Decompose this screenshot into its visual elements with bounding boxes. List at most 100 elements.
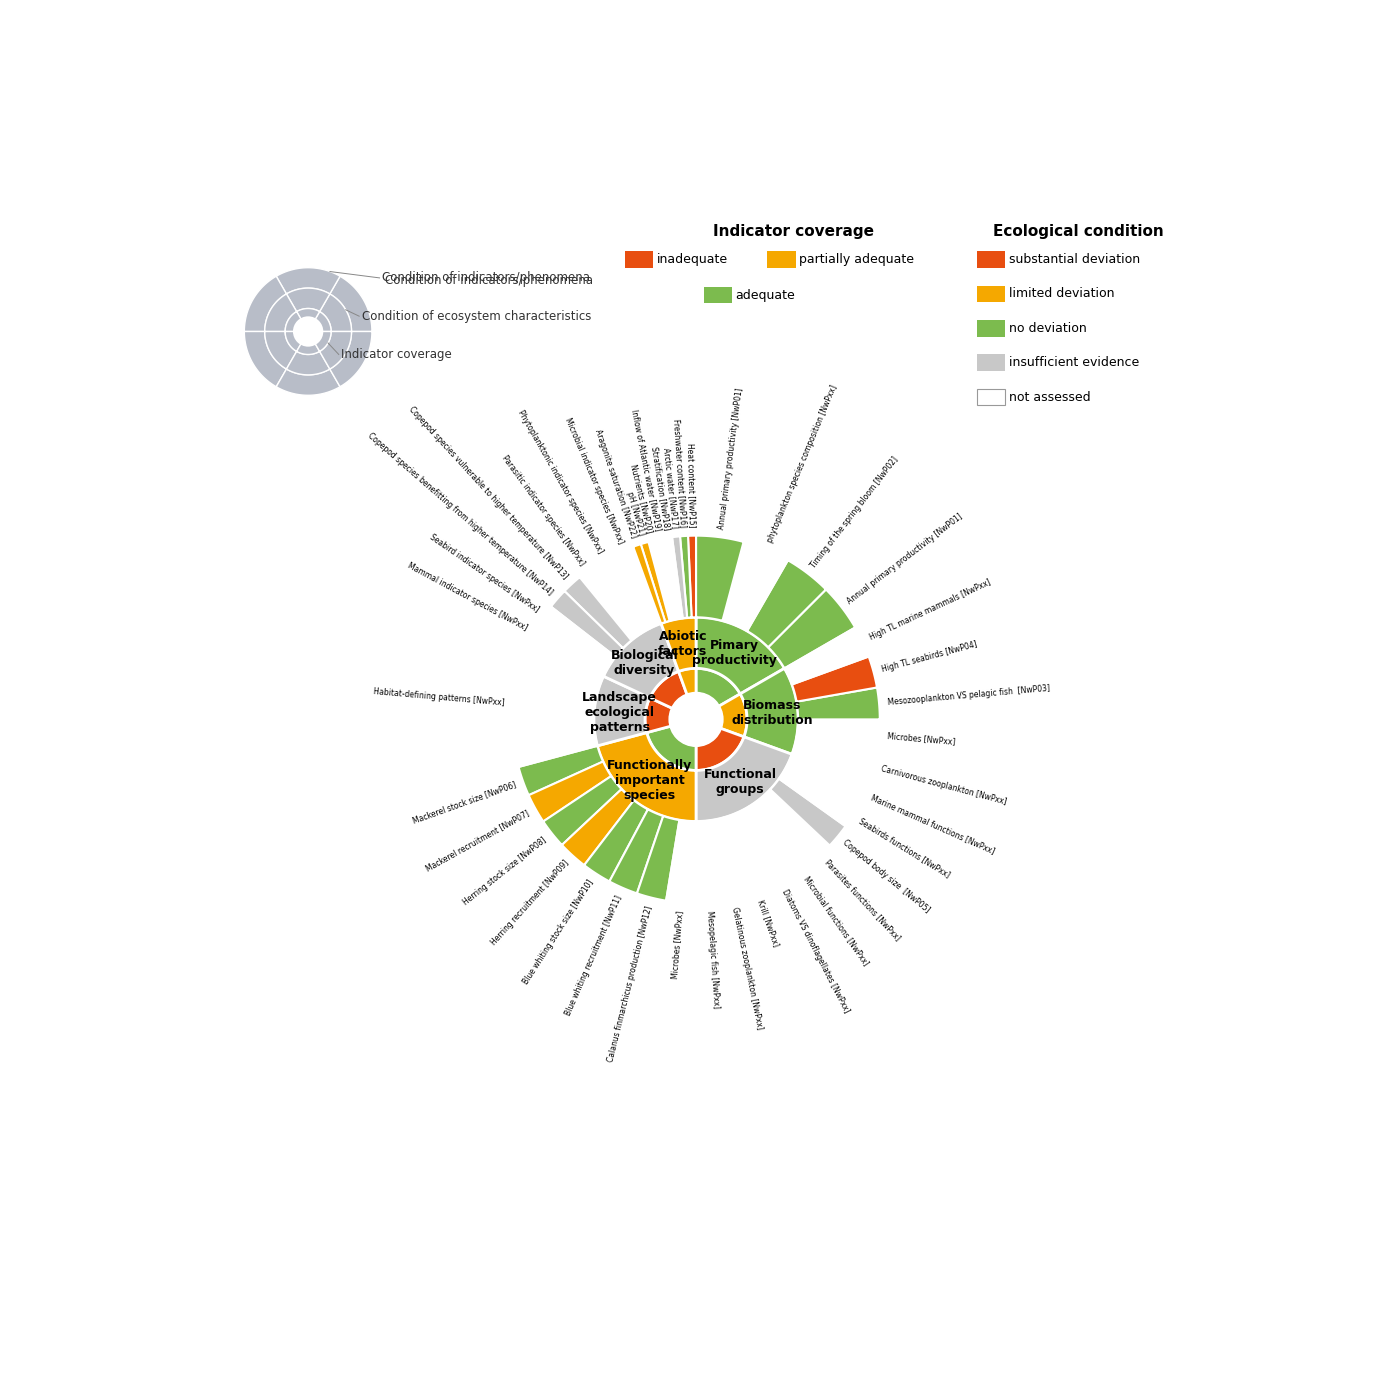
Polygon shape bbox=[768, 589, 855, 668]
Text: Microbes [NwPxx]: Microbes [NwPxx] bbox=[887, 731, 956, 746]
Polygon shape bbox=[649, 540, 674, 621]
Polygon shape bbox=[792, 736, 877, 782]
Polygon shape bbox=[787, 754, 869, 805]
Polygon shape bbox=[792, 657, 877, 702]
Text: Blue whiting recruitment [NwP11]: Blue whiting recruitment [NwP11] bbox=[564, 893, 624, 1017]
Bar bbox=[976, 251, 1005, 268]
Polygon shape bbox=[550, 591, 622, 657]
Text: Freshwater content [NwP16]: Freshwater content [NwP16] bbox=[672, 419, 687, 528]
Polygon shape bbox=[296, 309, 319, 331]
Bar bbox=[976, 354, 1005, 371]
Text: Nutrients [NwP20]: Nutrients [NwP20] bbox=[629, 463, 654, 534]
Text: Mackerel recruitment [NwP07]: Mackerel recruitment [NwP07] bbox=[425, 809, 531, 874]
Text: Blue whiting stock size [NwP10]: Blue whiting stock size [NwP10] bbox=[521, 878, 596, 987]
Bar bbox=[625, 251, 653, 268]
Text: Pimary
productivity: Pimary productivity bbox=[692, 639, 777, 668]
Text: Timing of the spring bloom [NwP02]: Timing of the spring bloom [NwP02] bbox=[809, 455, 900, 570]
Text: Herring recruitment [NwP09]: Herring recruitment [NwP09] bbox=[490, 859, 570, 947]
Text: Mackerel stock size [NwP06]: Mackerel stock size [NwP06] bbox=[411, 780, 517, 824]
Text: Microbial indicator species [NwPxx]: Microbial indicator species [NwPxx] bbox=[563, 416, 625, 545]
Text: Aragonite saturation [NwP22]: Aragonite saturation [NwP22] bbox=[593, 429, 639, 539]
Polygon shape bbox=[329, 331, 372, 386]
Polygon shape bbox=[308, 331, 331, 352]
Polygon shape bbox=[748, 798, 812, 877]
Polygon shape bbox=[564, 577, 632, 649]
Polygon shape bbox=[285, 312, 308, 331]
Text: Copepod body size  [NwP05]: Copepod body size [NwP05] bbox=[841, 838, 932, 914]
Text: Seabirds functions [NwPxx]: Seabirds functions [NwPxx] bbox=[857, 816, 952, 879]
Polygon shape bbox=[544, 776, 621, 845]
Text: limited deviation: limited deviation bbox=[1008, 287, 1115, 301]
Text: Diatoms VS dinoflagellates [NwPxx]: Diatoms VS dinoflagellates [NwPxx] bbox=[780, 888, 851, 1014]
Polygon shape bbox=[596, 555, 650, 633]
Polygon shape bbox=[797, 720, 880, 752]
Polygon shape bbox=[561, 789, 633, 866]
Bar bbox=[976, 389, 1005, 405]
Text: inadequate: inadequate bbox=[657, 253, 727, 267]
Polygon shape bbox=[770, 779, 845, 845]
Text: Indicator coverage: Indicator coverage bbox=[712, 224, 874, 239]
Bar bbox=[976, 286, 1005, 302]
Text: Landscape
ecological
patterns: Landscape ecological patterns bbox=[582, 691, 657, 734]
Text: Ecological condition: Ecological condition bbox=[993, 224, 1164, 239]
Polygon shape bbox=[319, 294, 351, 331]
Polygon shape bbox=[696, 536, 744, 621]
Circle shape bbox=[295, 317, 322, 345]
Polygon shape bbox=[603, 624, 679, 698]
Text: Seabird indicator species [NwPxx]: Seabird indicator species [NwPxx] bbox=[429, 532, 541, 614]
Text: Habitat-defining patterns [NwPxx]: Habitat-defining patterns [NwPxx] bbox=[373, 687, 505, 708]
Polygon shape bbox=[718, 694, 747, 736]
Polygon shape bbox=[286, 352, 329, 375]
Text: Herring stock size [NwP08]: Herring stock size [NwP08] bbox=[462, 835, 549, 907]
Polygon shape bbox=[647, 725, 696, 771]
Polygon shape bbox=[633, 544, 665, 624]
Text: Parasites functions [NwPxx]: Parasites functions [NwPxx] bbox=[823, 857, 902, 941]
Polygon shape bbox=[696, 736, 792, 822]
Polygon shape bbox=[245, 276, 286, 331]
Polygon shape bbox=[797, 687, 880, 720]
Polygon shape bbox=[285, 331, 308, 352]
Polygon shape bbox=[640, 541, 669, 622]
Text: Biological
diversity: Biological diversity bbox=[610, 649, 678, 677]
Bar bbox=[704, 287, 732, 304]
Polygon shape bbox=[667, 820, 696, 903]
Polygon shape bbox=[696, 820, 721, 903]
Text: Mammal indicator species [NwPxx]: Mammal indicator species [NwPxx] bbox=[407, 561, 530, 632]
Text: Biomass
distribution: Biomass distribution bbox=[732, 699, 813, 727]
Text: Microbes [NwPxx]: Microbes [NwPxx] bbox=[671, 911, 685, 980]
Polygon shape bbox=[277, 268, 340, 294]
Polygon shape bbox=[657, 539, 678, 620]
Polygon shape bbox=[519, 746, 603, 796]
Text: Mesozooplankton VS pelagic fish  [NwP03]: Mesozooplankton VS pelagic fish [NwP03] bbox=[887, 684, 1050, 708]
Polygon shape bbox=[672, 536, 687, 618]
Polygon shape bbox=[296, 331, 319, 354]
Polygon shape bbox=[610, 809, 664, 893]
Polygon shape bbox=[737, 807, 791, 888]
Text: Copepod species benefitting from higher temperature [NwP14]: Copepod species benefitting from higher … bbox=[366, 431, 555, 596]
Polygon shape bbox=[722, 541, 788, 631]
Polygon shape bbox=[779, 767, 859, 826]
Circle shape bbox=[671, 694, 722, 745]
Text: Arctic water [NwP17]: Arctic water [NwP17] bbox=[662, 448, 679, 529]
Text: Abiotic
factors: Abiotic factors bbox=[658, 631, 707, 658]
Polygon shape bbox=[539, 607, 615, 666]
Polygon shape bbox=[584, 801, 647, 882]
Polygon shape bbox=[687, 536, 696, 617]
Text: Calanus finmarchicus production [NwP12]: Calanus finmarchicus production [NwP12] bbox=[606, 904, 654, 1062]
Text: Microbial functions [NwPxx]: Microbial functions [NwPxx] bbox=[802, 874, 871, 967]
Text: Copepod species vulnerable to higher temperature [NwP13]: Copepod species vulnerable to higher tem… bbox=[408, 405, 570, 581]
Polygon shape bbox=[696, 617, 784, 694]
Polygon shape bbox=[638, 816, 679, 901]
Polygon shape bbox=[747, 561, 826, 647]
Text: Condition of ecosystem characteristics: Condition of ecosystem characteristics bbox=[362, 309, 591, 323]
Bar bbox=[768, 251, 795, 268]
Polygon shape bbox=[277, 370, 340, 396]
Polygon shape bbox=[286, 289, 329, 312]
Polygon shape bbox=[528, 761, 611, 822]
Polygon shape bbox=[740, 668, 798, 754]
Polygon shape bbox=[680, 536, 692, 618]
Bar bbox=[976, 320, 1005, 337]
Text: Functional
groups: Functional groups bbox=[704, 768, 776, 796]
Text: Krill [NwPxx]: Krill [NwPxx] bbox=[755, 899, 780, 948]
Polygon shape bbox=[264, 331, 296, 370]
